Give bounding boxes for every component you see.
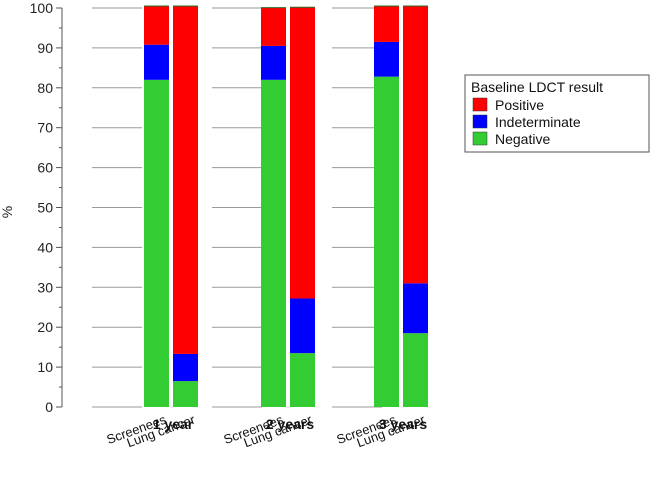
y-tick-label: 60 [37,160,53,176]
bar-segment-positive [144,6,169,45]
legend-label-negative: Negative [495,131,550,147]
group-label: 3 years [379,416,427,432]
legend-swatch-indeterminate [472,114,488,129]
legend-swatch-negative [472,131,488,146]
bar-segment-negative [374,76,399,408]
bar-segment-indeterminate [261,45,286,80]
bar-segment-indeterminate [290,298,315,354]
y-tick-label: 10 [37,359,53,375]
bar-segment-indeterminate [403,283,428,334]
legend-swatch-positive [472,97,488,112]
bar-segment-indeterminate [374,41,399,77]
y-tick-label: 30 [37,279,53,295]
bar-segment-negative [403,333,428,407]
bar-segment-negative [290,353,315,407]
legend-label-indeterminate: Indeterminate [495,114,581,130]
bar-segment-negative [261,79,286,407]
bars [144,5,428,408]
bar-segment-indeterminate [173,353,198,382]
bar-segment-positive [173,6,198,354]
bar-segment-positive [403,6,428,284]
legend-label-positive: Positive [495,97,544,113]
bar-segment-positive [261,7,286,46]
bar-segment-positive [374,6,399,42]
y-tick-label: 0 [45,399,53,415]
y-tick-label: 70 [37,120,53,136]
legend-box [464,74,650,153]
bar-segment-negative [144,79,169,407]
group-label: 1 year [153,416,194,432]
y-tick-label: 100 [30,0,54,16]
legend-title: Baseline LDCT result [471,79,603,95]
bar-segment-positive [290,7,315,299]
bar-segment-indeterminate [144,44,169,80]
y-axis-label: % [0,206,15,218]
y-axis: 0 10 20 30 40 50 60 70 80 90 100 [30,0,63,415]
y-tick-label: 20 [37,319,53,335]
y-tick-label: 50 [37,200,53,216]
legend: Baseline LDCT result PositiveIndeterminat… [464,74,650,153]
y-tick-label: 40 [37,239,53,255]
y-tick-label: 90 [37,40,53,56]
bar-segment-negative [173,381,198,407]
y-tick-label: 80 [37,80,53,96]
group-label: 2 years [266,416,314,432]
